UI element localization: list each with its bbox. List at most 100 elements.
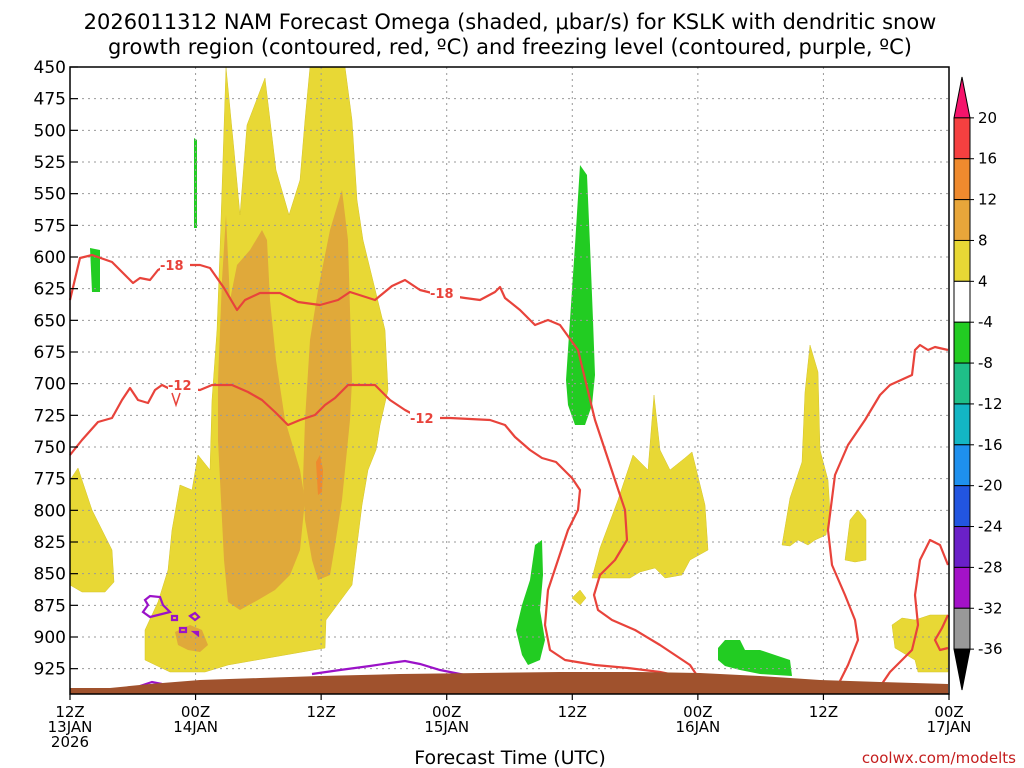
contour-label-3: -12 bbox=[168, 379, 192, 394]
y-tick-label-675: 675 bbox=[34, 343, 66, 363]
y-tick-label-875: 875 bbox=[34, 596, 66, 616]
omega-region-mid bbox=[591, 394, 709, 579]
x-tick-label-3-0: 00Z bbox=[432, 703, 461, 721]
colorbar-swatch-3 bbox=[953, 199, 971, 241]
y-tick-label-525: 525 bbox=[34, 153, 66, 173]
x-tick-label-5-0: 00Z bbox=[683, 703, 712, 721]
omega-region-right-2 bbox=[844, 509, 867, 563]
x-tick-label-6-0: 12Z bbox=[809, 703, 838, 721]
y-tick-label-475: 475 bbox=[34, 90, 66, 110]
colorbar-label-11: -28 bbox=[978, 558, 1003, 576]
colorbar-swatch-5 bbox=[953, 280, 971, 323]
colorbar-label-12: -32 bbox=[978, 599, 1003, 617]
colorbar-swatch-9 bbox=[953, 444, 971, 487]
grid-lines bbox=[70, 66, 949, 694]
colorbar-label-6: -8 bbox=[978, 354, 993, 372]
contour-label-2: -18 bbox=[430, 287, 454, 302]
y-tick-label-825: 825 bbox=[34, 533, 66, 553]
y-tick-label-750: 750 bbox=[34, 438, 66, 458]
colorbar-swatch-8 bbox=[953, 403, 971, 446]
colorbar-label-8: -16 bbox=[978, 436, 1003, 454]
colorbar-swatch-10 bbox=[953, 485, 971, 528]
colorbar-swatch-2 bbox=[953, 158, 971, 201]
chart-title-line2: growth region (contoured, red, ºC) and f… bbox=[108, 35, 912, 59]
colorbar-swatch-7 bbox=[953, 362, 971, 405]
x-tick-label-7-0: 00Z bbox=[934, 703, 963, 721]
y-tick-label-625: 625 bbox=[34, 280, 66, 300]
freezing-contour-1 bbox=[141, 594, 173, 619]
y-tick-label-900: 900 bbox=[34, 628, 66, 648]
omega-region-left bbox=[69, 467, 115, 593]
omega-shading-orange bbox=[175, 190, 352, 652]
contour-label-1: -18 bbox=[160, 259, 184, 274]
y-tick-label-500: 500 bbox=[34, 121, 66, 141]
y-tick-label-450: 450 bbox=[34, 58, 66, 78]
dgz-contour-far-right bbox=[874, 538, 950, 695]
x-tick-label-0-0: 12Z bbox=[55, 703, 84, 721]
freezing-contour-5 bbox=[190, 630, 200, 638]
contour-label-4: -12 bbox=[410, 412, 434, 427]
omega-region-right-1 bbox=[781, 344, 831, 547]
colorbar-swatch-1 bbox=[953, 117, 971, 160]
y-tick-label-600: 600 bbox=[34, 248, 66, 268]
colorbar-label-0: 20 bbox=[978, 109, 997, 127]
omega-region-core-right bbox=[303, 190, 352, 580]
y-tick-label-575: 575 bbox=[34, 216, 66, 236]
colorbar-label-1: 16 bbox=[978, 150, 997, 168]
x-tick-label-3-1: 15JAN bbox=[424, 718, 469, 736]
freezing-contour-2 bbox=[188, 611, 201, 622]
x-tick-label-1-0: 00Z bbox=[181, 703, 210, 721]
colorbar-label-2: 12 bbox=[978, 191, 997, 209]
x-tick-label-0-2: 2026 bbox=[51, 733, 89, 751]
colorbar-cap-bottom bbox=[953, 648, 971, 691]
colorbar-label-13: -36 bbox=[978, 640, 1003, 658]
y-tick-label-700: 700 bbox=[34, 375, 66, 395]
x-tick-label-5-1: 16JAN bbox=[675, 718, 720, 736]
omega-region-right-3 bbox=[891, 614, 949, 673]
colorbar-cap-top bbox=[953, 76, 971, 119]
y-tick-label-550: 550 bbox=[34, 185, 66, 205]
y-tick-label-650: 650 bbox=[34, 311, 66, 331]
x-tick-label-7-1: 17JAN bbox=[927, 718, 972, 736]
omega-shading-green bbox=[90, 138, 792, 676]
subsidence-region-1 bbox=[90, 248, 100, 292]
plot-frame bbox=[69, 66, 950, 695]
dgz-contour-labels: -18 -18 -12 -12 bbox=[160, 258, 460, 427]
y-tick-label-925: 925 bbox=[34, 660, 66, 680]
omega-region-core-left bbox=[218, 215, 305, 610]
terrain-ground bbox=[70, 672, 948, 694]
colorbar-label-3: 8 bbox=[978, 231, 988, 249]
dgz-contour-edge bbox=[933, 614, 949, 652]
colorbar-label-10: -24 bbox=[978, 518, 1003, 536]
colorbar-label-9: -20 bbox=[978, 477, 1003, 495]
colorbar-swatch-13 bbox=[953, 607, 971, 650]
colorbar-swatch-4 bbox=[953, 239, 971, 282]
plot-area: -18 -18 -12 -12 bbox=[68, 66, 950, 695]
x-axis-label: Forecast Time (UTC) bbox=[414, 747, 605, 768]
colorbar-swatch-6 bbox=[953, 321, 971, 364]
colorbar-swatch-11 bbox=[953, 526, 971, 568]
contour-label-arrow bbox=[171, 392, 181, 408]
colorbar-swatch-12 bbox=[953, 566, 971, 609]
omega-region-small-blob bbox=[571, 589, 587, 606]
subsidence-region-5 bbox=[718, 640, 792, 676]
subsidence-region-3 bbox=[566, 165, 595, 425]
colorbar: 20 16 12 8 4 -4 -8 -12 -16 -20 -24 -28 -32 -36 bbox=[953, 76, 1003, 691]
y-tick-label-775: 775 bbox=[34, 470, 66, 490]
x-tick-label-2-0: 12Z bbox=[306, 703, 335, 721]
colorbar-label-5: -4 bbox=[978, 313, 993, 331]
freezing-contour-4 bbox=[178, 626, 188, 634]
y-tick-label-800: 800 bbox=[34, 501, 66, 521]
x-tick-label-4-0: 12Z bbox=[558, 703, 587, 721]
dgz-contour-minus12 bbox=[69, 383, 699, 682]
colorbar-label-4: 4 bbox=[978, 272, 988, 290]
chart-title-line1: 2026011312 NAM Forecast Omega (shaded, μ… bbox=[84, 10, 937, 34]
y-axis: 450 475 500 525 550 575 600 625 650 675 700 725 750 7… bbox=[34, 58, 78, 680]
subsidence-region-4 bbox=[516, 540, 545, 665]
y-tick-label-850: 850 bbox=[34, 565, 66, 585]
x-tick-label-0-1: 13JAN bbox=[48, 718, 93, 736]
y-tick-label-725: 725 bbox=[34, 406, 66, 426]
dgz-contour-right bbox=[826, 343, 949, 695]
